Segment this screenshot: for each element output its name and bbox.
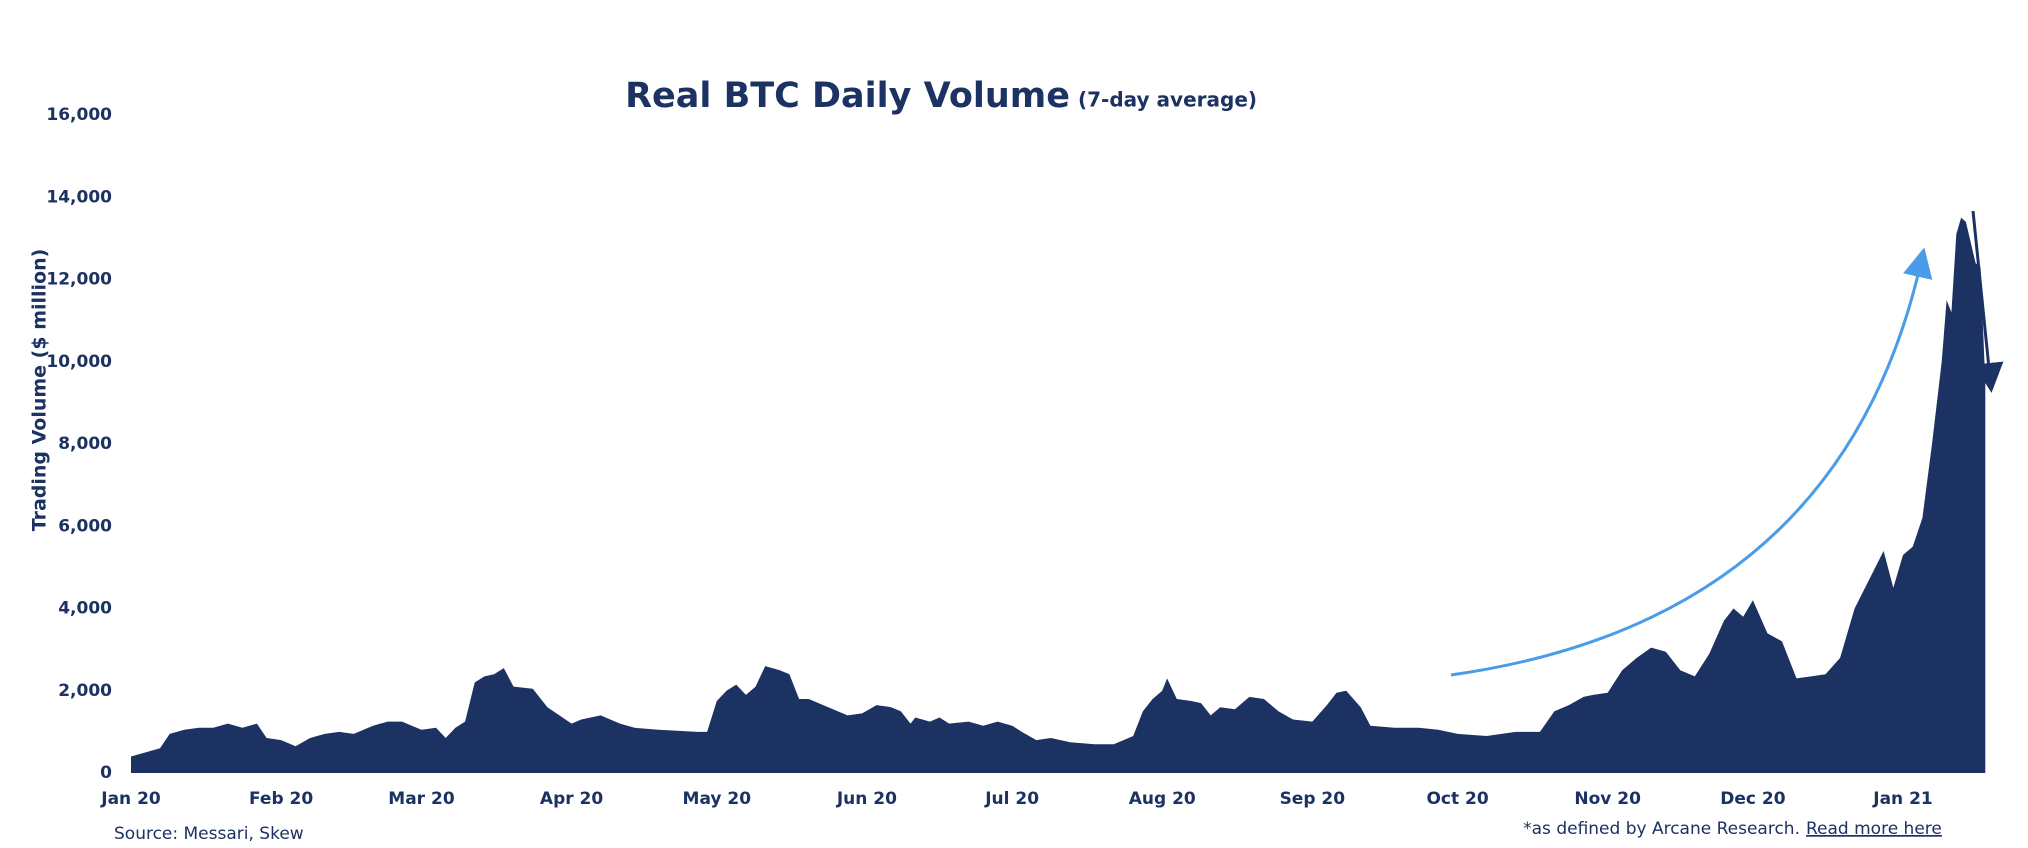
- x-tick-label: May 20: [683, 789, 752, 809]
- growth-arrow: [1450, 247, 1933, 677]
- y-axis-label: Trading Volume ($ million): [29, 249, 51, 532]
- x-tick-label: Dec 20: [1720, 789, 1785, 809]
- y-tick-label: 0: [100, 763, 112, 783]
- chart-title: Real BTC Daily Volume: [625, 76, 1070, 116]
- x-tick-label: Sep 20: [1280, 789, 1346, 809]
- x-tick-label: Jun 20: [836, 789, 897, 809]
- y-tick-label: 10,000: [46, 352, 112, 372]
- y-tick-label: 6,000: [58, 516, 112, 536]
- x-tick-label: Jan 20: [100, 789, 161, 809]
- x-tick-label: Mar 20: [388, 789, 455, 809]
- chart-subtitle: (7-day average): [1078, 88, 1257, 112]
- y-tick-label: 8,000: [58, 434, 112, 454]
- source: Source: Messari, Skew: [114, 824, 304, 844]
- y-tick-label: 4,000: [58, 599, 112, 619]
- y-tick-label: 14,000: [46, 187, 112, 207]
- x-tick-label: Feb 20: [249, 789, 313, 809]
- x-tick-label: Apr 20: [540, 789, 603, 809]
- x-tick-label: Jul 20: [984, 789, 1039, 809]
- x-tick-label: Aug 20: [1129, 789, 1196, 809]
- y-tick-label: 12,000: [46, 270, 112, 290]
- read-more-text[interactable]: Read more here: [1806, 819, 1942, 839]
- y-tick-label: 16,000: [46, 105, 112, 125]
- x-tick-label: Jan 21: [1872, 789, 1932, 809]
- read-more-link[interactable]: Read more here: [1806, 819, 1942, 839]
- area: [131, 217, 1986, 774]
- y-tick-label: 2,000: [58, 681, 112, 701]
- x-tick-label: Oct 20: [1426, 789, 1488, 809]
- footnote: *as defined by Arcane Research.: [1523, 819, 1800, 839]
- x-tick-label: Nov 20: [1574, 789, 1641, 809]
- drop-arrow: [1971, 210, 2004, 393]
